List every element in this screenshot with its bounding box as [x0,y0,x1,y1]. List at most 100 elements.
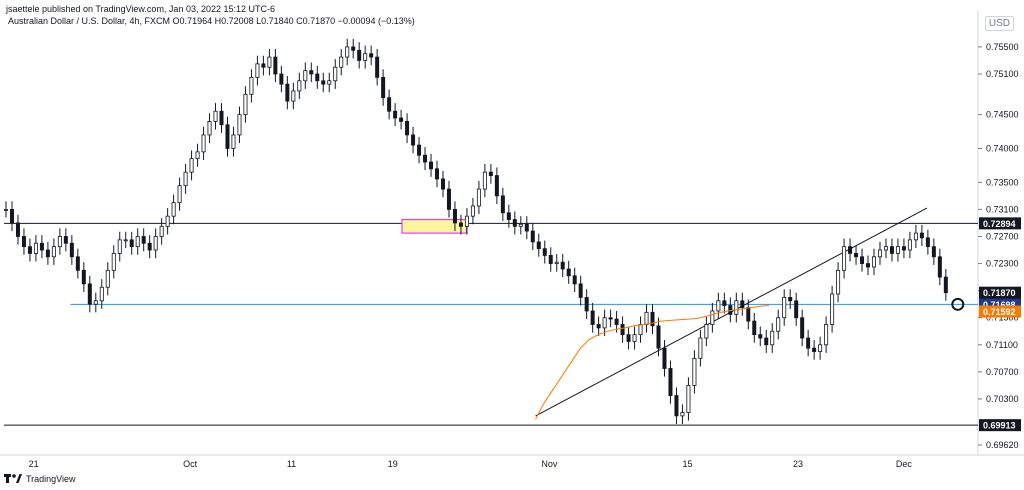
candle-body [405,120,410,136]
candle-body [704,324,709,339]
candle-body [417,144,422,156]
candle-body [279,73,284,85]
candle-body [195,151,200,160]
candle-body [931,246,936,258]
candle-body [812,347,817,352]
candle-body [788,297,793,302]
candle-body [267,56,272,68]
symbol-legend[interactable]: Australian Dollar / U.S. Dollar, 4h, FXC… [8,16,415,26]
candle-body [782,297,787,319]
candle-body [506,212,511,220]
x-tick-label: Oct [183,459,198,469]
candle-body [542,248,547,256]
y-tick-label: 0.73500 [986,177,1019,187]
candle-body [764,337,769,346]
y-tick-label: 0.71500 [986,313,1019,323]
candle-body [925,237,930,248]
tradingview-logo-icon [4,474,22,483]
candle-body [159,225,164,237]
candle-body [446,188,451,210]
candle-body [435,168,440,180]
candle-body [429,161,434,170]
candle-body [285,83,290,102]
candle-body [584,297,589,312]
candle-body [440,178,445,190]
candle-body [33,242,38,254]
candle-body [836,269,841,295]
y-tick-label: 0.69620 [986,440,1019,450]
candle-body [165,215,170,227]
candle-body [470,205,475,217]
candle-body [686,385,691,413]
marker-circle[interactable] [951,297,965,311]
candle-body [171,202,176,217]
candle-body [219,110,224,126]
candle-body [15,222,20,237]
candle-body [692,357,697,386]
candle-body [255,63,260,78]
y-tick-label: 0.74000 [986,143,1019,153]
candle-body [871,256,876,268]
candle-body [4,209,9,211]
candle-body [674,395,679,417]
candle-body [423,154,428,163]
candle-body [123,239,128,242]
moving-average-line[interactable] [535,305,770,420]
candle-body [69,242,74,258]
candle-body [249,76,254,95]
y-tick-label: 0.75100 [986,69,1019,79]
currency-badge[interactable]: USD [984,16,1014,31]
candle-body [189,158,194,173]
price-label-badge [979,286,1021,299]
candle-body [117,239,122,254]
x-tick-label: 23 [793,459,803,469]
candle-body [776,317,781,332]
candle-body [728,305,733,315]
candle-body [111,253,116,271]
candle-body [297,80,302,92]
price-label-badge [979,419,1021,432]
candle-body [937,256,942,278]
y-tick-label: 0.70300 [986,394,1019,404]
x-tick-label: Nov [541,459,558,469]
candle-body [800,317,805,339]
x-tick-label: 19 [388,459,398,469]
candle-body [387,97,392,112]
x-tick-label: 11 [287,459,296,469]
candle-body [824,324,829,346]
candle-body [177,185,182,204]
y-tick-label: 0.75500 [986,42,1019,52]
candle-body [339,56,344,68]
y-tick-label: 0.71100 [986,340,1018,350]
candle-body [524,223,529,232]
candle-body [369,53,374,58]
y-tick-label: 0.72300 [986,259,1019,269]
candle-body [357,49,362,61]
candle-body [51,246,56,258]
candle-body [381,76,386,99]
candle-body [512,219,517,227]
candle-body [590,310,595,325]
candle-body [794,300,799,319]
candle-body [830,293,835,325]
candle-body [213,110,218,122]
candle-body [662,347,667,369]
candle-body [650,311,655,327]
candle-body [848,246,853,254]
candle-body [710,310,715,325]
candle-body [596,324,601,329]
candle-body [309,70,314,75]
candle-body [315,73,320,82]
candle-body [231,134,236,149]
candle-body [901,246,906,251]
candle-body [566,268,571,277]
candle-body [740,300,745,308]
published-text: jsaettele published on TradingView.com, … [6,4,276,14]
candle-body [554,261,559,264]
x-tick-label: 21 [29,459,39,469]
candle-body [752,320,757,336]
candle-body [27,246,32,254]
candle-body [321,80,326,85]
candle-body [626,334,631,342]
